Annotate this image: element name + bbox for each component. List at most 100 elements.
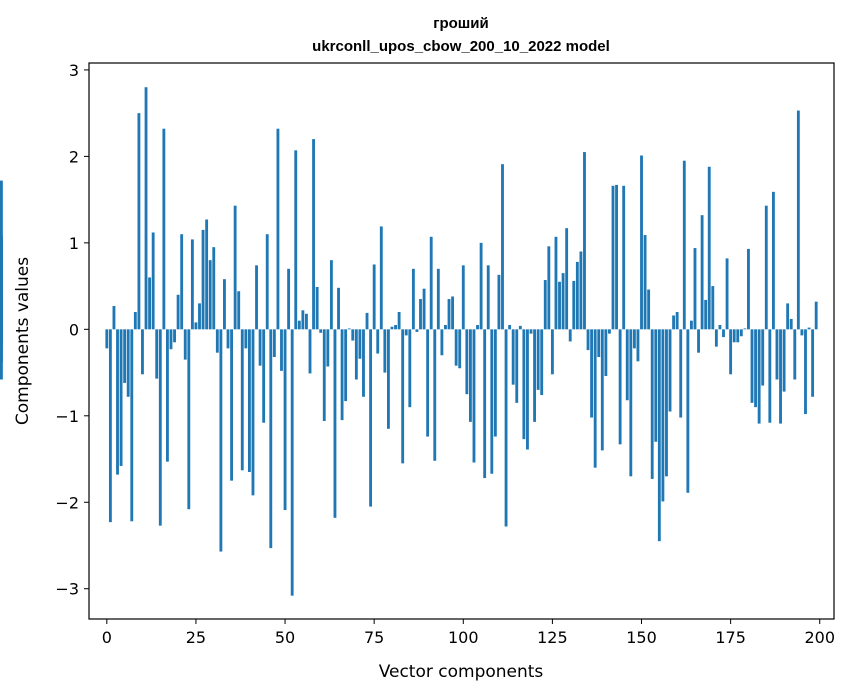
bar-196 xyxy=(804,329,807,415)
plot-frame xyxy=(88,62,835,620)
bar-104 xyxy=(476,325,479,330)
bar-161 xyxy=(679,329,683,418)
bar-163 xyxy=(686,329,690,493)
bar-126 xyxy=(554,236,558,330)
bar-164 xyxy=(689,320,693,330)
bar-0 xyxy=(105,329,109,349)
bar-59 xyxy=(315,286,319,330)
bar-105 xyxy=(479,242,483,330)
bar-149 xyxy=(636,329,640,362)
y-tick-label: −3 xyxy=(55,580,79,599)
bar-114 xyxy=(511,329,515,385)
bar-143 xyxy=(615,184,618,330)
bar-148 xyxy=(632,329,636,349)
bar-98 xyxy=(454,329,458,366)
bar-132 xyxy=(575,261,579,330)
bar-173 xyxy=(722,329,725,338)
x-tick-label: 125 xyxy=(537,628,568,647)
bar-23 xyxy=(187,329,191,510)
bar-75 xyxy=(372,264,376,330)
y-tick-label: 1 xyxy=(69,234,79,253)
bar-76 xyxy=(376,329,380,354)
bar-80 xyxy=(390,326,394,330)
bar-103 xyxy=(472,329,476,463)
bar-21 xyxy=(180,234,184,330)
bar-147 xyxy=(629,329,633,477)
bar-87 xyxy=(415,329,419,332)
bar-184 xyxy=(761,329,765,386)
bar-48 xyxy=(276,128,280,330)
bar-81 xyxy=(394,325,397,330)
x-tick-label: 75 xyxy=(364,628,384,647)
bar-66 xyxy=(340,329,344,421)
bar-11 xyxy=(144,87,148,330)
bar-137 xyxy=(593,329,597,468)
bar-undefined xyxy=(0,327,3,330)
bar-94 xyxy=(440,329,444,356)
bar-42 xyxy=(255,265,258,330)
bar-170 xyxy=(711,286,715,330)
bar-144 xyxy=(618,329,622,445)
bar-145 xyxy=(622,185,626,330)
bar-27 xyxy=(201,229,205,330)
bar-188 xyxy=(775,329,779,380)
bar-15 xyxy=(158,329,162,526)
bar-165 xyxy=(693,248,697,330)
bar-37 xyxy=(237,291,241,330)
bar-54 xyxy=(297,320,301,330)
bar-135 xyxy=(586,329,590,351)
bar-115 xyxy=(515,329,519,403)
bar-109 xyxy=(493,329,497,437)
bar-187 xyxy=(771,191,775,330)
bar-121 xyxy=(536,329,540,390)
bar-41 xyxy=(251,329,255,496)
bar-92 xyxy=(433,329,437,461)
bar-88 xyxy=(419,299,422,330)
bar-24 xyxy=(190,239,194,330)
bar-189 xyxy=(779,329,782,424)
bar-171 xyxy=(714,329,718,347)
bar-183 xyxy=(757,329,761,424)
bar-34 xyxy=(226,329,230,349)
bar-162 xyxy=(682,160,686,330)
bar-85 xyxy=(408,329,412,408)
bar-72 xyxy=(362,329,365,397)
bar-117 xyxy=(522,329,526,440)
x-axis: 0 25 50 75 100 125 150 175 200 xyxy=(102,619,835,647)
bar-142 xyxy=(611,185,615,330)
x-tick-label: 150 xyxy=(626,628,657,647)
bar-65 xyxy=(337,287,340,330)
bar-138 xyxy=(597,329,601,357)
bar-134 xyxy=(583,152,586,330)
bar-197 xyxy=(807,327,811,330)
bar-52 xyxy=(290,329,294,596)
bar-undefined xyxy=(0,329,3,363)
bar-35 xyxy=(230,329,234,481)
bar-43 xyxy=(258,329,262,366)
bar-62 xyxy=(326,329,330,367)
x-axis-label: Vector components xyxy=(379,662,544,682)
bar-25 xyxy=(194,322,198,330)
x-tick-label: 0 xyxy=(102,628,112,647)
bar-55 xyxy=(301,310,305,330)
bar-192 xyxy=(789,318,793,330)
bar-71 xyxy=(358,329,362,359)
bar-136 xyxy=(590,329,594,418)
bar-129 xyxy=(565,228,569,330)
bar-29 xyxy=(208,260,212,330)
bar-79 xyxy=(387,329,390,429)
bar-12 xyxy=(148,277,152,330)
bar-100 xyxy=(461,265,465,330)
y-tick-label: 3 xyxy=(69,61,79,80)
bar-26 xyxy=(198,303,201,330)
x-tick-label: 175 xyxy=(715,628,746,647)
bar-101 xyxy=(465,329,469,395)
bar-97 xyxy=(451,296,455,330)
bar-47 xyxy=(272,329,276,357)
x-tick-label: 50 xyxy=(275,628,295,647)
bar-70 xyxy=(354,329,358,380)
y-tick-label: −1 xyxy=(55,407,79,426)
bar-179 xyxy=(743,328,747,330)
bar-116 xyxy=(518,325,522,330)
